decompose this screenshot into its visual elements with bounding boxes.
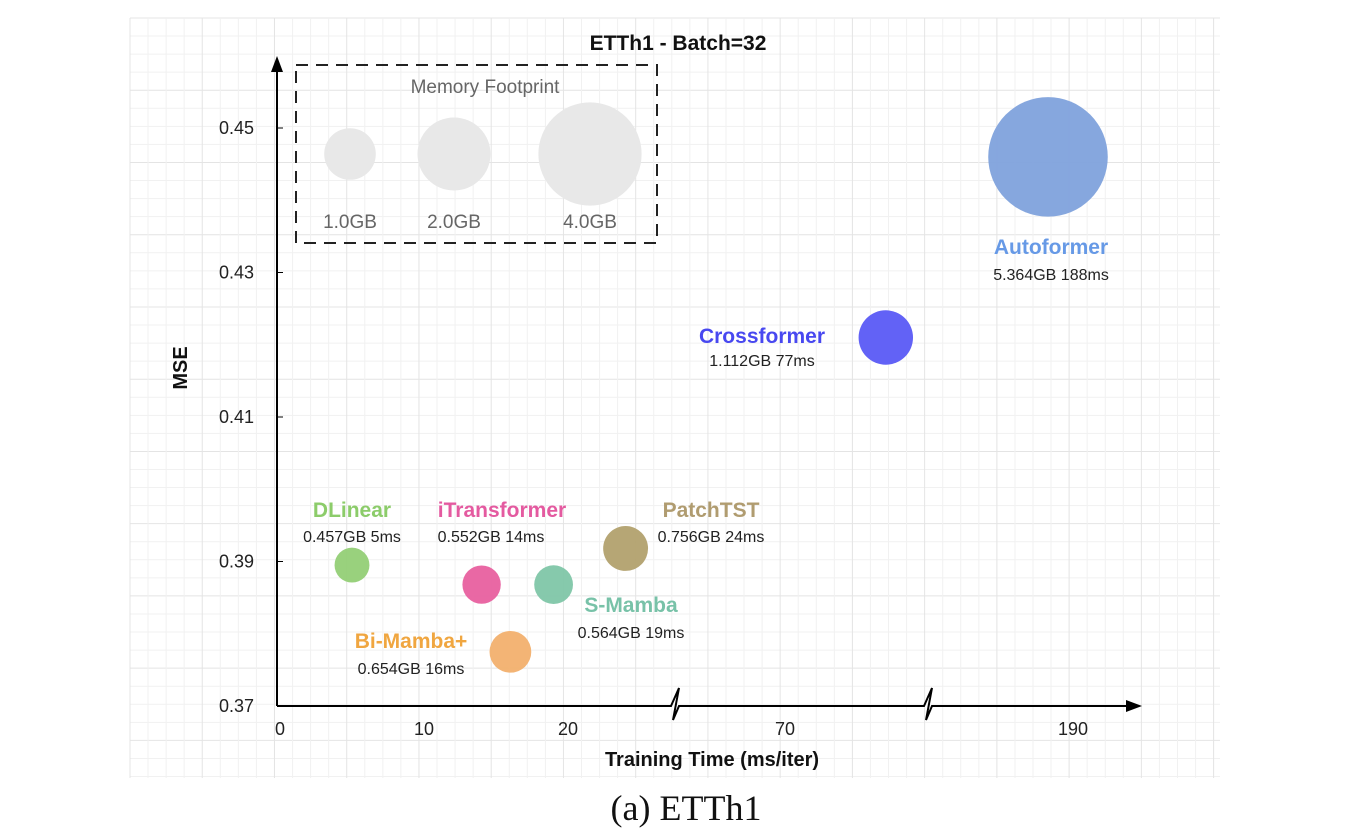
x-axis-break xyxy=(913,687,943,721)
figure-caption: (a) ETTh1 xyxy=(610,788,762,828)
bubble-stats-label: 0.564GB 19ms xyxy=(578,625,685,642)
bubble-stats-label: 0.654GB 16ms xyxy=(358,661,465,678)
y-axis-title: MSE xyxy=(170,346,192,389)
bubble-bi-mamba- xyxy=(489,630,532,673)
bubble-labels: DLinear 0.457GB 5ms iTransformer 0.552GB 14… xyxy=(303,236,1109,678)
bubble-stats-label: 0.756GB 24ms xyxy=(658,529,765,546)
bubble-name-label: DLinear xyxy=(313,499,391,522)
legend-label: 2.0GB xyxy=(427,212,481,233)
legend-bubble xyxy=(538,102,642,206)
bubble-name-label: iTransformer xyxy=(438,499,566,522)
x-tick-label: 0 xyxy=(275,719,285,739)
bubble-name-label: S-Mamba xyxy=(584,594,678,617)
x-axis-break xyxy=(660,687,690,721)
chart-title: ETTh1 - Batch=32 xyxy=(590,32,767,55)
y-tick-label: 0.45 xyxy=(219,118,254,138)
bubble-stats-label: 0.457GB 5ms xyxy=(303,529,401,546)
bubble-stats-label: 1.112GB 77ms xyxy=(709,353,815,370)
legend-label: 4.0GB xyxy=(563,212,617,233)
y-tick-label: 0.41 xyxy=(219,407,254,427)
x-axis-arrow xyxy=(1126,700,1142,712)
legend-label: 1.0GB xyxy=(323,212,377,233)
bubble-dlinear xyxy=(334,547,370,583)
bubble-name-label: Autoformer xyxy=(994,236,1108,259)
legend-frame xyxy=(295,64,658,244)
bubble-crossformer xyxy=(858,310,914,365)
y-tick-label: 0.43 xyxy=(219,263,254,283)
bubble-name-label: PatchTST xyxy=(663,499,760,522)
legend-bubble xyxy=(417,117,491,191)
y-axis-arrow xyxy=(271,56,283,72)
bubble-autoformer xyxy=(988,97,1108,217)
bubble-name-label: Crossformer xyxy=(699,325,825,348)
x-axis-title: Training Time (ms/iter) xyxy=(605,749,819,771)
bubble-stats-label: 5.364GB 188ms xyxy=(993,267,1109,284)
y-tick-label: 0.39 xyxy=(219,552,254,572)
bubble-chart: Memory Footprint 1.0GB 2.0GB 4.0GB 0.37 0.39… xyxy=(129,17,1220,778)
x-tick-label: 20 xyxy=(558,719,578,739)
memory-footprint-legend: Memory Footprint 1.0GB 2.0GB 4.0GB xyxy=(295,64,658,244)
legend-bubble xyxy=(324,128,376,180)
bubble-stats-label: 0.552GB 14ms xyxy=(438,529,545,546)
y-tick-label: 0.37 xyxy=(219,696,254,716)
x-tick-label: 190 xyxy=(1058,719,1088,739)
x-tick-label: 10 xyxy=(414,719,434,739)
bubble-s-mamba xyxy=(534,565,573,605)
legend-title: Memory Footprint xyxy=(411,77,561,98)
axes: 0.37 0.39 0.41 0.43 0.45 0 10 20 70 190 xyxy=(219,56,1142,739)
bubble-itransformer xyxy=(462,565,501,604)
bubbles xyxy=(334,97,1108,673)
bubble-name-label: Bi-Mamba+ xyxy=(355,630,468,653)
bubble-patchtst xyxy=(603,526,649,571)
x-tick-label: 70 xyxy=(775,719,795,739)
